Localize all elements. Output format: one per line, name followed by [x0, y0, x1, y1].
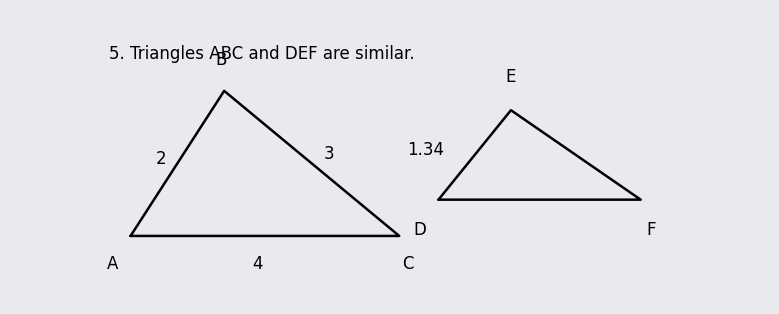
Text: F: F: [647, 221, 656, 240]
Text: 3: 3: [324, 145, 334, 163]
Text: D: D: [414, 221, 426, 240]
Text: B: B: [216, 51, 227, 69]
Text: 2: 2: [156, 149, 167, 168]
Text: A: A: [108, 255, 118, 273]
Text: C: C: [402, 255, 414, 273]
Text: E: E: [506, 68, 516, 86]
Text: 5. Triangles ABC and DEF are similar.: 5. Triangles ABC and DEF are similar.: [109, 45, 415, 63]
Text: 4: 4: [252, 255, 263, 273]
Text: 1.34: 1.34: [407, 141, 445, 159]
